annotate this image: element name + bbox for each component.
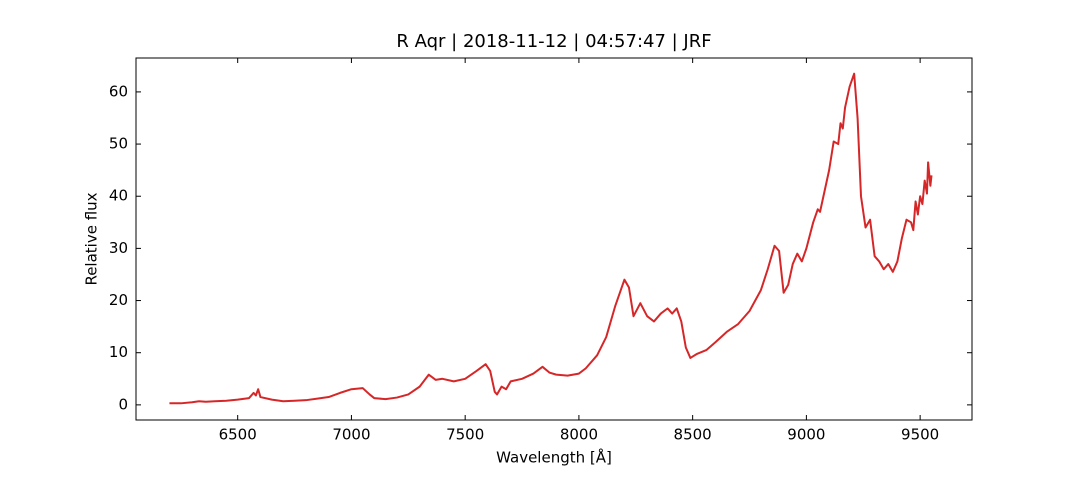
x-tick-label: 7500 (446, 426, 484, 444)
y-axis-label: Relative flux (83, 192, 101, 285)
x-tick-label: 8000 (560, 426, 598, 444)
x-tick-label: 9000 (787, 426, 825, 444)
y-tick-label: 60 (109, 82, 128, 100)
x-tick-label: 8500 (674, 426, 712, 444)
y-tick-label: 10 (109, 343, 128, 361)
y-tick-label: 30 (109, 239, 128, 257)
y-tick-label: 40 (109, 187, 128, 205)
x-tick-label: 9500 (901, 426, 939, 444)
plot-frame (135, 57, 973, 421)
y-tick-label: 50 (109, 135, 128, 153)
x-axis-label: Wavelength [Å] (496, 448, 612, 467)
chart-title: R Aqr | 2018-11-12 | 04:57:47 | JRF (396, 31, 711, 52)
x-tick-label: 6500 (219, 426, 257, 444)
y-tick-label: 20 (109, 291, 128, 309)
x-tick-label: 7000 (332, 426, 370, 444)
spectrum-line (169, 72, 933, 405)
y-tick-label: 0 (118, 395, 128, 413)
